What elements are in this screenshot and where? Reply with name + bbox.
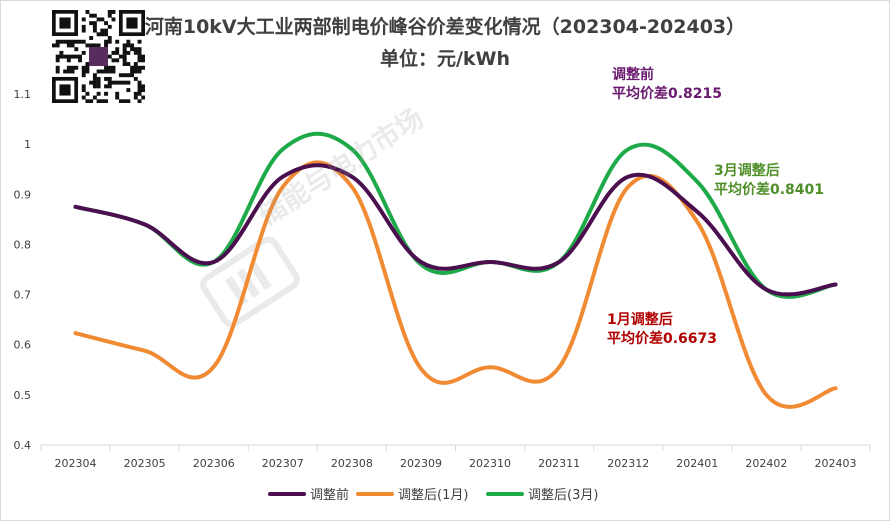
x-tick-label: 202304 [55,457,97,470]
annotation-january: 1月调整后 平均价差0.6673 [607,311,717,349]
x-tick-label: 202306 [193,457,235,470]
y-tick-label: 0.7 [14,289,32,302]
x-tick-label: 202309 [400,457,442,470]
annotation-march-line1: 3月调整后 [714,163,780,179]
annotation-before-line1: 调整前 [612,67,654,83]
chart-subtitle: 单位：元/kWh [379,48,511,70]
legend-item-january: 调整后(1月) [356,488,468,503]
qr-code-icon [52,10,146,104]
legend-item-before: 调整前 [268,487,349,503]
x-tick-label: 202401 [676,457,718,470]
series-line-march [73,131,838,299]
x-tick-label: 202403 [814,457,856,470]
x-tick-label: 202308 [331,457,373,470]
x-tick-label: 202310 [469,457,511,470]
legend-label: 调整后(3月) [528,488,598,503]
y-tick-label: 0.5 [14,389,32,402]
series-line-january [73,160,838,409]
y-tick-label: 0.6 [14,339,32,352]
legend-label: 调整前 [310,487,349,503]
y-tick-label: 1.1 [14,88,32,101]
x-tick-label: 202307 [262,457,304,470]
y-tick-label: 0.4 [14,439,32,452]
y-tick-label: 1 [24,138,31,151]
series-line-before [73,163,838,297]
qr-code [52,10,146,104]
annotation-march: 3月调整后 平均价差0.8401 [714,162,824,200]
chart-title: 河南10kV大工业两部制电价峰谷价差变化情况（202304-202403） [144,16,746,38]
annotation-before: 调整前 平均价差0.8215 [612,66,722,104]
annotation-january-line2: 平均价差0.6673 [607,331,718,347]
x-tick-label: 202312 [607,457,649,470]
annotation-january-line1: 1月调整后 [607,312,673,328]
x-tick-label: 202402 [745,457,787,470]
legend-item-march: 调整后(3月) [486,488,598,503]
watermark-logo [200,236,300,328]
legend-label: 调整后(1月) [398,488,468,503]
annotation-before-line2: 平均价差0.8215 [612,86,723,102]
y-tick-label: 0.8 [14,238,32,251]
annotation-march-line2: 平均价差0.8401 [714,182,825,198]
x-tick-label: 202311 [538,457,580,470]
x-tick-label: 202305 [124,457,166,470]
y-tick-label: 0.9 [14,188,32,201]
